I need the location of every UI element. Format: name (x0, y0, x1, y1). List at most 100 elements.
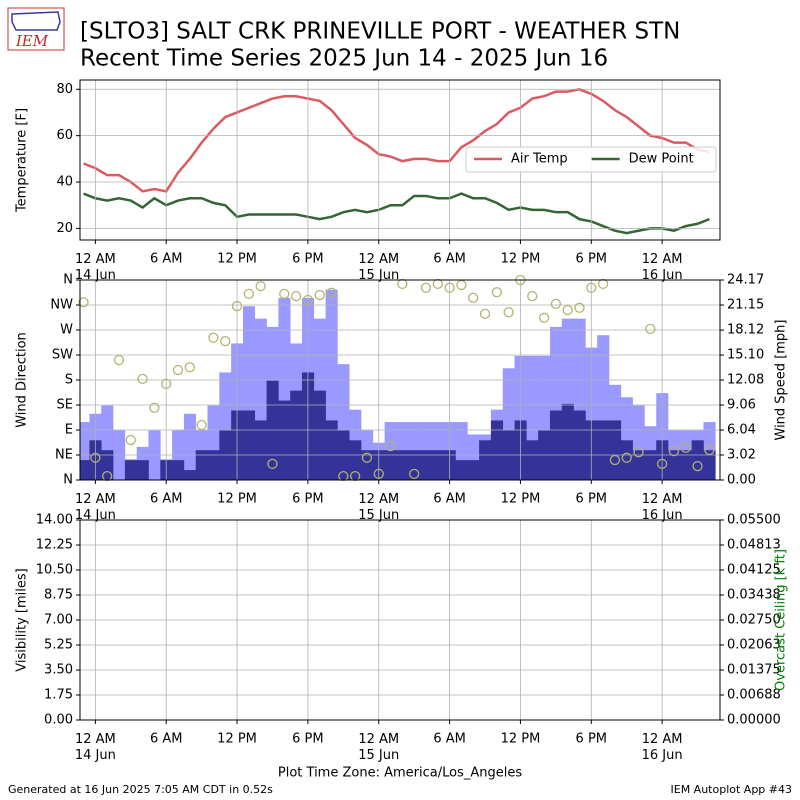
point (326, 287, 337, 298)
logo-frame (7, 7, 65, 51)
x-tick-label: 6 AM (150, 492, 183, 507)
x-tick-label: 12 AM 14 Jun (75, 252, 116, 283)
point (420, 282, 432, 293)
y2-axis-label: Wind Speed [mph] (774, 320, 789, 441)
y2-tick-label: 0.00 (727, 473, 756, 488)
x-tick-label: 12 PM (501, 252, 541, 267)
bar (431, 450, 444, 480)
point (361, 452, 373, 463)
point (208, 332, 219, 343)
point (562, 304, 573, 316)
bar (207, 450, 220, 480)
logo-map (11, 11, 61, 31)
point (243, 288, 255, 300)
bar (325, 420, 338, 480)
point (220, 335, 231, 347)
y-tick-label: 80 (56, 82, 73, 97)
y-tick-label: 40 (56, 175, 73, 190)
point (137, 373, 148, 385)
point (491, 287, 502, 298)
y-tick-label: N (63, 273, 73, 288)
x-tick-label: 12 AM 15 Jun (358, 492, 399, 523)
y-tick-label: 8.75 (44, 588, 73, 603)
point (397, 278, 408, 290)
x-tick-label: 12 PM (217, 252, 257, 267)
x-tick-label: 6 PM (292, 252, 323, 267)
point (586, 282, 597, 293)
point (338, 470, 349, 482)
point (692, 460, 703, 472)
y-tick-label: SW (52, 348, 73, 363)
bar (490, 420, 504, 480)
x-tick-label: 6 PM (576, 252, 607, 267)
bar (361, 450, 374, 480)
bar (420, 450, 433, 480)
y-tick-label: W (60, 323, 73, 338)
plot-area (83, 87, 710, 235)
y2-tick-label: 0.03438 (727, 588, 781, 603)
y2-tick-label: 24.17 (727, 273, 764, 288)
y2-tick-label: 0.04125 (727, 563, 781, 578)
bar (80, 422, 90, 480)
point (125, 434, 136, 446)
bar (526, 440, 539, 480)
point (527, 290, 538, 302)
point (444, 282, 455, 293)
point (680, 442, 691, 453)
bar (313, 390, 326, 480)
point (255, 280, 266, 292)
logo: IEM (7, 7, 65, 51)
y2-axis-label: Overcast Ceiling [k ft] (774, 549, 789, 691)
point (196, 419, 207, 431)
y-axis-label: Wind Direction (15, 332, 30, 428)
point (633, 447, 644, 458)
bar (455, 460, 468, 480)
point (90, 452, 101, 463)
line (83, 192, 710, 235)
bar (549, 410, 563, 480)
x-tick-label: 6 PM (292, 492, 323, 507)
y-tick-label: 10.50 (36, 563, 73, 578)
bar (124, 460, 137, 480)
y2-tick-label: 12.08 (727, 373, 764, 388)
y2-tick-label: 15.10 (727, 348, 764, 363)
point (468, 292, 479, 303)
y-tick-label: 5.25 (44, 638, 73, 653)
legend-label: Air Temp (511, 152, 568, 167)
point (656, 458, 668, 470)
x-tick-label: 12 AM 16 Jun (642, 492, 683, 523)
bar (609, 420, 622, 480)
bar (668, 450, 681, 480)
point (172, 364, 184, 376)
x-tick-label: 6 AM (433, 252, 466, 267)
y2-tick-label: 0.05500 (727, 513, 781, 528)
y-tick-label: SE (57, 398, 73, 413)
legend: Air Temp Dew Point (465, 146, 717, 173)
y2-tick-label: 0.00688 (727, 688, 781, 703)
point (621, 452, 632, 463)
bar (703, 450, 716, 480)
plot-area (80, 289, 716, 480)
point (432, 278, 443, 290)
line (83, 87, 710, 193)
y2-tick-label: 21.15 (727, 297, 764, 312)
point (314, 289, 325, 301)
footer-right: IEM Autoplot App #43 (671, 783, 793, 796)
y-tick-label: NW (50, 298, 73, 313)
bar (396, 450, 409, 480)
point (102, 470, 113, 482)
bar (195, 450, 208, 480)
point (503, 307, 514, 318)
point (78, 297, 89, 308)
x-tick-label: 12 PM (501, 732, 541, 747)
bar (242, 410, 256, 480)
x-tick-label: 12 PM (217, 732, 257, 747)
y-tick-label: 0.00 (44, 713, 73, 728)
point (668, 445, 680, 457)
y-tick-label: 12.25 (36, 538, 73, 553)
x-tick-label: 12 AM 14 Jun (75, 732, 116, 763)
point (302, 294, 314, 306)
point (231, 300, 243, 312)
x-tick-label: 12 AM 15 Jun (358, 732, 399, 763)
